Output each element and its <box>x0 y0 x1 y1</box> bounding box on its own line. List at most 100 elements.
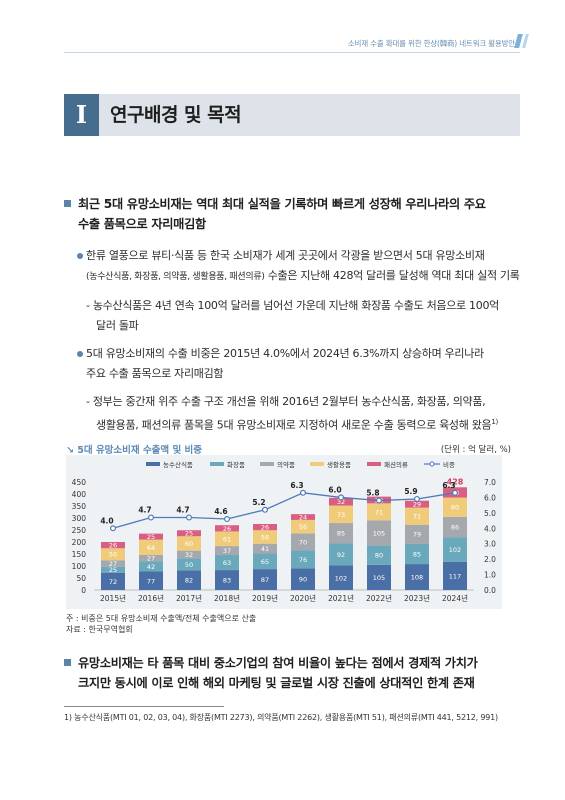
bar-segment <box>405 500 429 508</box>
section-number: I <box>64 94 99 136</box>
share-label: 6.3 <box>442 481 455 490</box>
sub1-dash1: - 농수산식품은 4년 연속 100억 달러를 넘어선 가운데 지난해 화장품 … <box>86 299 499 312</box>
bar-value-label: 50 <box>109 551 117 559</box>
y-left-tick: 150 <box>72 550 87 559</box>
bar-value-label: 92 <box>337 551 345 559</box>
y-left-tick: 250 <box>72 526 87 535</box>
bar-segment <box>253 530 277 544</box>
bar-value-label: 32 <box>185 551 193 559</box>
bar-segment <box>329 523 353 544</box>
bar-segment <box>367 520 391 546</box>
bar-value-label: 85 <box>413 550 421 558</box>
bar-segment <box>443 561 467 590</box>
chart-source: 자료 : 한국무역협회 <box>66 625 133 634</box>
x-tick-label: 2018년 <box>214 593 240 603</box>
sub1-line2-text: 수출은 지난해 428억 달러를 달성해 역대 최대 실적 기록 <box>264 269 520 282</box>
y-left-tick: 400 <box>72 490 87 499</box>
legend-label: 의약품 <box>277 460 295 469</box>
share-label: 5.9 <box>404 487 417 496</box>
bar-value-label: 80 <box>375 552 383 560</box>
sub1-dash2: 달러 돌파 <box>96 319 139 332</box>
y-right-tick: 4.0 <box>484 524 496 533</box>
share-point <box>338 494 345 501</box>
bar-segment <box>101 542 125 549</box>
y-left-tick: 350 <box>72 502 87 511</box>
y-right-tick: 1.0 <box>484 571 496 580</box>
point1-line1: 최근 5대 유망소비재는 역대 최대 실적을 기록하며 빠르게 성장해 우리나라… <box>78 197 486 211</box>
bar-value-label: 79 <box>413 531 421 539</box>
bar-value-label: 27 <box>147 555 155 563</box>
bar-value-label: 90 <box>299 576 307 584</box>
bar-value-label: 26 <box>109 542 117 550</box>
share-point <box>185 514 192 521</box>
bar-value-label: 76 <box>299 556 307 564</box>
x-tick-label: 2015년 <box>100 593 126 603</box>
bar-segment <box>405 543 429 565</box>
y-right-tick: 0.0 <box>484 586 496 595</box>
share-label: 6.0 <box>328 485 341 494</box>
bar-value-label: 63 <box>223 559 231 567</box>
bar-segment <box>367 503 391 521</box>
y-right-tick: 7.0 <box>484 478 496 487</box>
bar-value-label: 70 <box>299 538 307 546</box>
bar-segment <box>177 558 201 571</box>
y-left-tick: 300 <box>72 514 87 523</box>
legend-swatch <box>367 462 381 466</box>
bar-value-label: 56 <box>261 533 269 541</box>
sub2-dash2-text: 생활용품, 패션의류 품목을 5대 유망소비재로 지정하여 새로운 수출 동력으… <box>96 418 492 432</box>
bar-value-label: 29 <box>413 501 421 509</box>
x-tick-label: 2023년 <box>404 593 430 603</box>
y-right-tick: 5.0 <box>484 509 496 518</box>
bar-segment <box>215 546 239 555</box>
legend-swatch <box>210 462 224 466</box>
sub2-dash2: 생활용품, 패션의류 품목을 5대 유망소비재로 지정하여 새로운 수출 동력으… <box>96 412 498 436</box>
bar-value-label: 102 <box>335 574 347 582</box>
bar-segment <box>443 516 467 538</box>
bar-segment <box>329 497 353 506</box>
share-point <box>452 489 459 496</box>
share-line <box>112 492 456 529</box>
x-tick-label: 2017년 <box>176 593 202 603</box>
chart-unit: (단위 : 억 달러, %) <box>440 445 511 455</box>
bar-value-label: 77 <box>147 577 155 585</box>
bar-segment <box>177 570 201 590</box>
bar-segment <box>177 550 201 559</box>
footnote-ref: 1) <box>491 418 498 426</box>
bar-segment <box>101 572 125 590</box>
bar-segment <box>291 533 315 551</box>
running-title: 소비재 수출 확대를 위한 한상(韓商) 네트워크 활용방안 <box>347 39 515 48</box>
y-right-tick: 6.0 <box>484 493 496 502</box>
total-label: 428 <box>447 477 464 486</box>
bar-value-label: 86 <box>451 524 459 532</box>
bar-segment <box>253 524 277 531</box>
share-label: 5.2 <box>252 498 265 507</box>
x-tick-label: 2019년 <box>252 593 278 603</box>
sub2-line2: 주요 수출 품목으로 자리매김함 <box>86 367 224 380</box>
chart-title-text: 5대 유망소비재 수출액 및 비중 <box>77 445 203 456</box>
bar-value-label: 25 <box>109 566 117 574</box>
bar-value-label: 27 <box>109 560 117 568</box>
bar-segment <box>405 507 429 525</box>
header-rule <box>64 52 520 53</box>
legend-label: 농수산식품 <box>163 460 193 469</box>
bar-segment <box>139 554 163 562</box>
bar-segment <box>329 565 353 590</box>
x-tick-label: 2024년 <box>442 593 468 603</box>
footnote: 1) 농수산식품(MTI 01, 02, 03, 04), 화장품(MTI 22… <box>64 713 498 722</box>
bar-value-label: 102 <box>449 546 461 554</box>
chart-panel: 0 50 100 150 200 250 300 350 400 450 0.0 1.0 2.0 3.0 4… <box>66 455 502 609</box>
bar-segment <box>405 564 429 590</box>
bar-value-label: 108 <box>411 574 423 582</box>
bar-value-label: 64 <box>147 544 155 552</box>
bar-segment <box>215 525 239 532</box>
share-label: 6.3 <box>290 481 303 490</box>
bar-segment <box>329 543 353 566</box>
header-decoration-2 <box>522 34 529 48</box>
bar-value-label: 65 <box>261 558 269 566</box>
y-left-tick: 50 <box>76 574 86 583</box>
bar-value-label: 71 <box>375 508 383 516</box>
bar-value-label: 50 <box>185 561 193 569</box>
bar-segment <box>291 519 315 534</box>
bar-segment <box>139 533 163 540</box>
bar-segment <box>139 539 163 555</box>
